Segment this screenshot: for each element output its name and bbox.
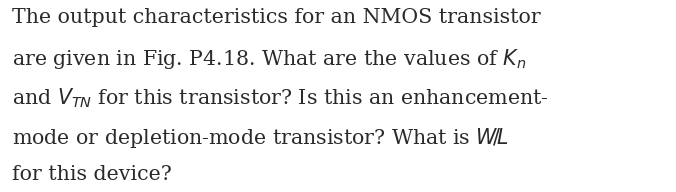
Text: The output characteristics for an NMOS transistor: The output characteristics for an NMOS t…: [12, 8, 541, 27]
Text: are given in Fig. P4.18. What are the values of $\mathit{K}_n$: are given in Fig. P4.18. What are the va…: [12, 47, 527, 71]
Text: and $\mathit{V}_{TN}$ for this transistor? Is this an enhancement-: and $\mathit{V}_{TN}$ for this transisto…: [12, 86, 549, 110]
Text: for this device?: for this device?: [12, 165, 172, 184]
Text: mode or depletion-mode transistor? What is $\mathit{W}\!/\!\mathit{L}$: mode or depletion-mode transistor? What …: [12, 126, 509, 150]
